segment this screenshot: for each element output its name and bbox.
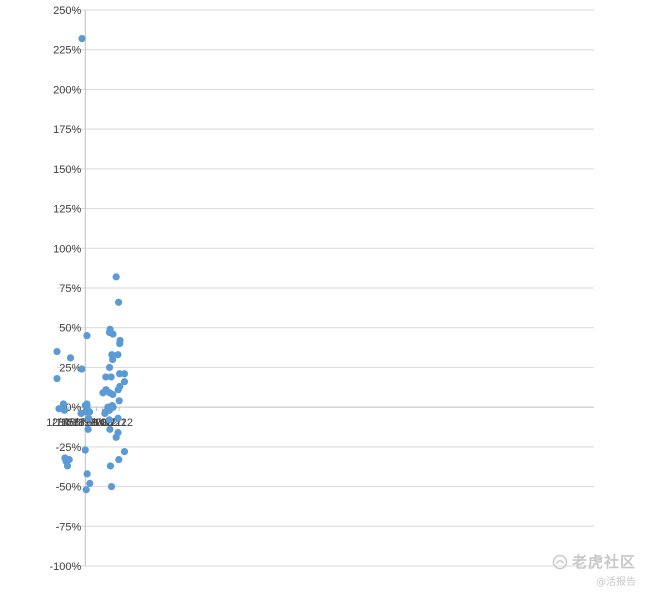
y-tick-label: 175% xyxy=(53,124,81,136)
gridlines xyxy=(57,9,594,567)
data-point xyxy=(83,332,91,340)
y-tick-label: 100% xyxy=(53,243,81,255)
data-point xyxy=(115,370,124,378)
data-point xyxy=(109,355,117,364)
x-tick-label: 2/15 xyxy=(52,417,73,429)
data-point xyxy=(109,403,117,411)
y-tick-label: 75% xyxy=(59,283,81,295)
data-point xyxy=(105,363,114,372)
data-point xyxy=(109,330,117,338)
data-point xyxy=(120,370,129,378)
data-point xyxy=(115,298,123,306)
data-point xyxy=(55,405,63,413)
data-point xyxy=(86,479,94,487)
watermark-sub-text: @活报告 xyxy=(596,577,636,588)
data-point xyxy=(85,408,94,416)
data-point xyxy=(66,354,75,362)
data-points xyxy=(53,34,129,494)
data-point xyxy=(112,273,120,281)
data-point xyxy=(53,374,61,383)
data-point xyxy=(120,378,129,386)
y-tick-label: 0% xyxy=(65,402,81,414)
data-point xyxy=(84,425,92,433)
x-tick-label: 1/15 xyxy=(46,417,67,429)
data-point xyxy=(115,397,123,405)
y-tick-label: 200% xyxy=(53,84,81,96)
y-tick-label: 125% xyxy=(53,204,81,216)
y-tick-label: -50% xyxy=(56,482,82,494)
x-tick-label: 3/18 xyxy=(58,417,79,429)
y-tick-label: 25% xyxy=(59,362,81,374)
data-point xyxy=(78,365,86,373)
x-tick-label: 10/21 xyxy=(94,417,122,429)
x-tick-label: 7/20 xyxy=(80,417,101,429)
y-tick-label: -75% xyxy=(56,521,82,533)
y-tick-label: -100% xyxy=(49,561,81,573)
data-point xyxy=(114,428,122,437)
data-point xyxy=(83,470,91,478)
watermark-logo-text: 老虎社区 xyxy=(571,553,636,571)
x-tick-label: 4/18 xyxy=(63,417,84,429)
data-point xyxy=(82,486,90,494)
data-point xyxy=(85,414,93,422)
tiger-community-logo-icon xyxy=(552,554,568,569)
data-point xyxy=(81,446,89,454)
data-point xyxy=(114,414,122,422)
data-point xyxy=(78,34,86,43)
data-point xyxy=(102,373,110,381)
data-point xyxy=(107,482,116,491)
data-point xyxy=(59,400,68,408)
data-point xyxy=(106,462,115,470)
data-point xyxy=(109,390,117,399)
y-tick-label: 225% xyxy=(53,45,81,57)
y-tick-label: 250% xyxy=(53,5,81,17)
y-tick-label: 150% xyxy=(53,164,81,176)
data-point xyxy=(116,382,124,391)
data-point xyxy=(60,406,69,414)
data-point xyxy=(105,416,113,424)
data-point xyxy=(114,351,122,359)
data-point xyxy=(53,347,61,356)
data-point xyxy=(120,448,129,456)
data-point xyxy=(106,425,114,433)
data-point xyxy=(116,336,124,345)
y-tick-labels: -100% -75% -50% -25% 0% 25% 50% 75% 100% 125% 150%… xyxy=(49,5,81,573)
watermark: 老虎社区 @活报告 xyxy=(552,551,636,588)
x-tick-label: 5/19 xyxy=(69,417,90,429)
y-tick-label: 50% xyxy=(59,323,81,335)
data-point xyxy=(115,455,123,464)
data-point xyxy=(65,455,73,464)
data-point xyxy=(63,462,72,470)
data-point xyxy=(107,373,115,381)
y-tick-label: -25% xyxy=(56,442,82,454)
